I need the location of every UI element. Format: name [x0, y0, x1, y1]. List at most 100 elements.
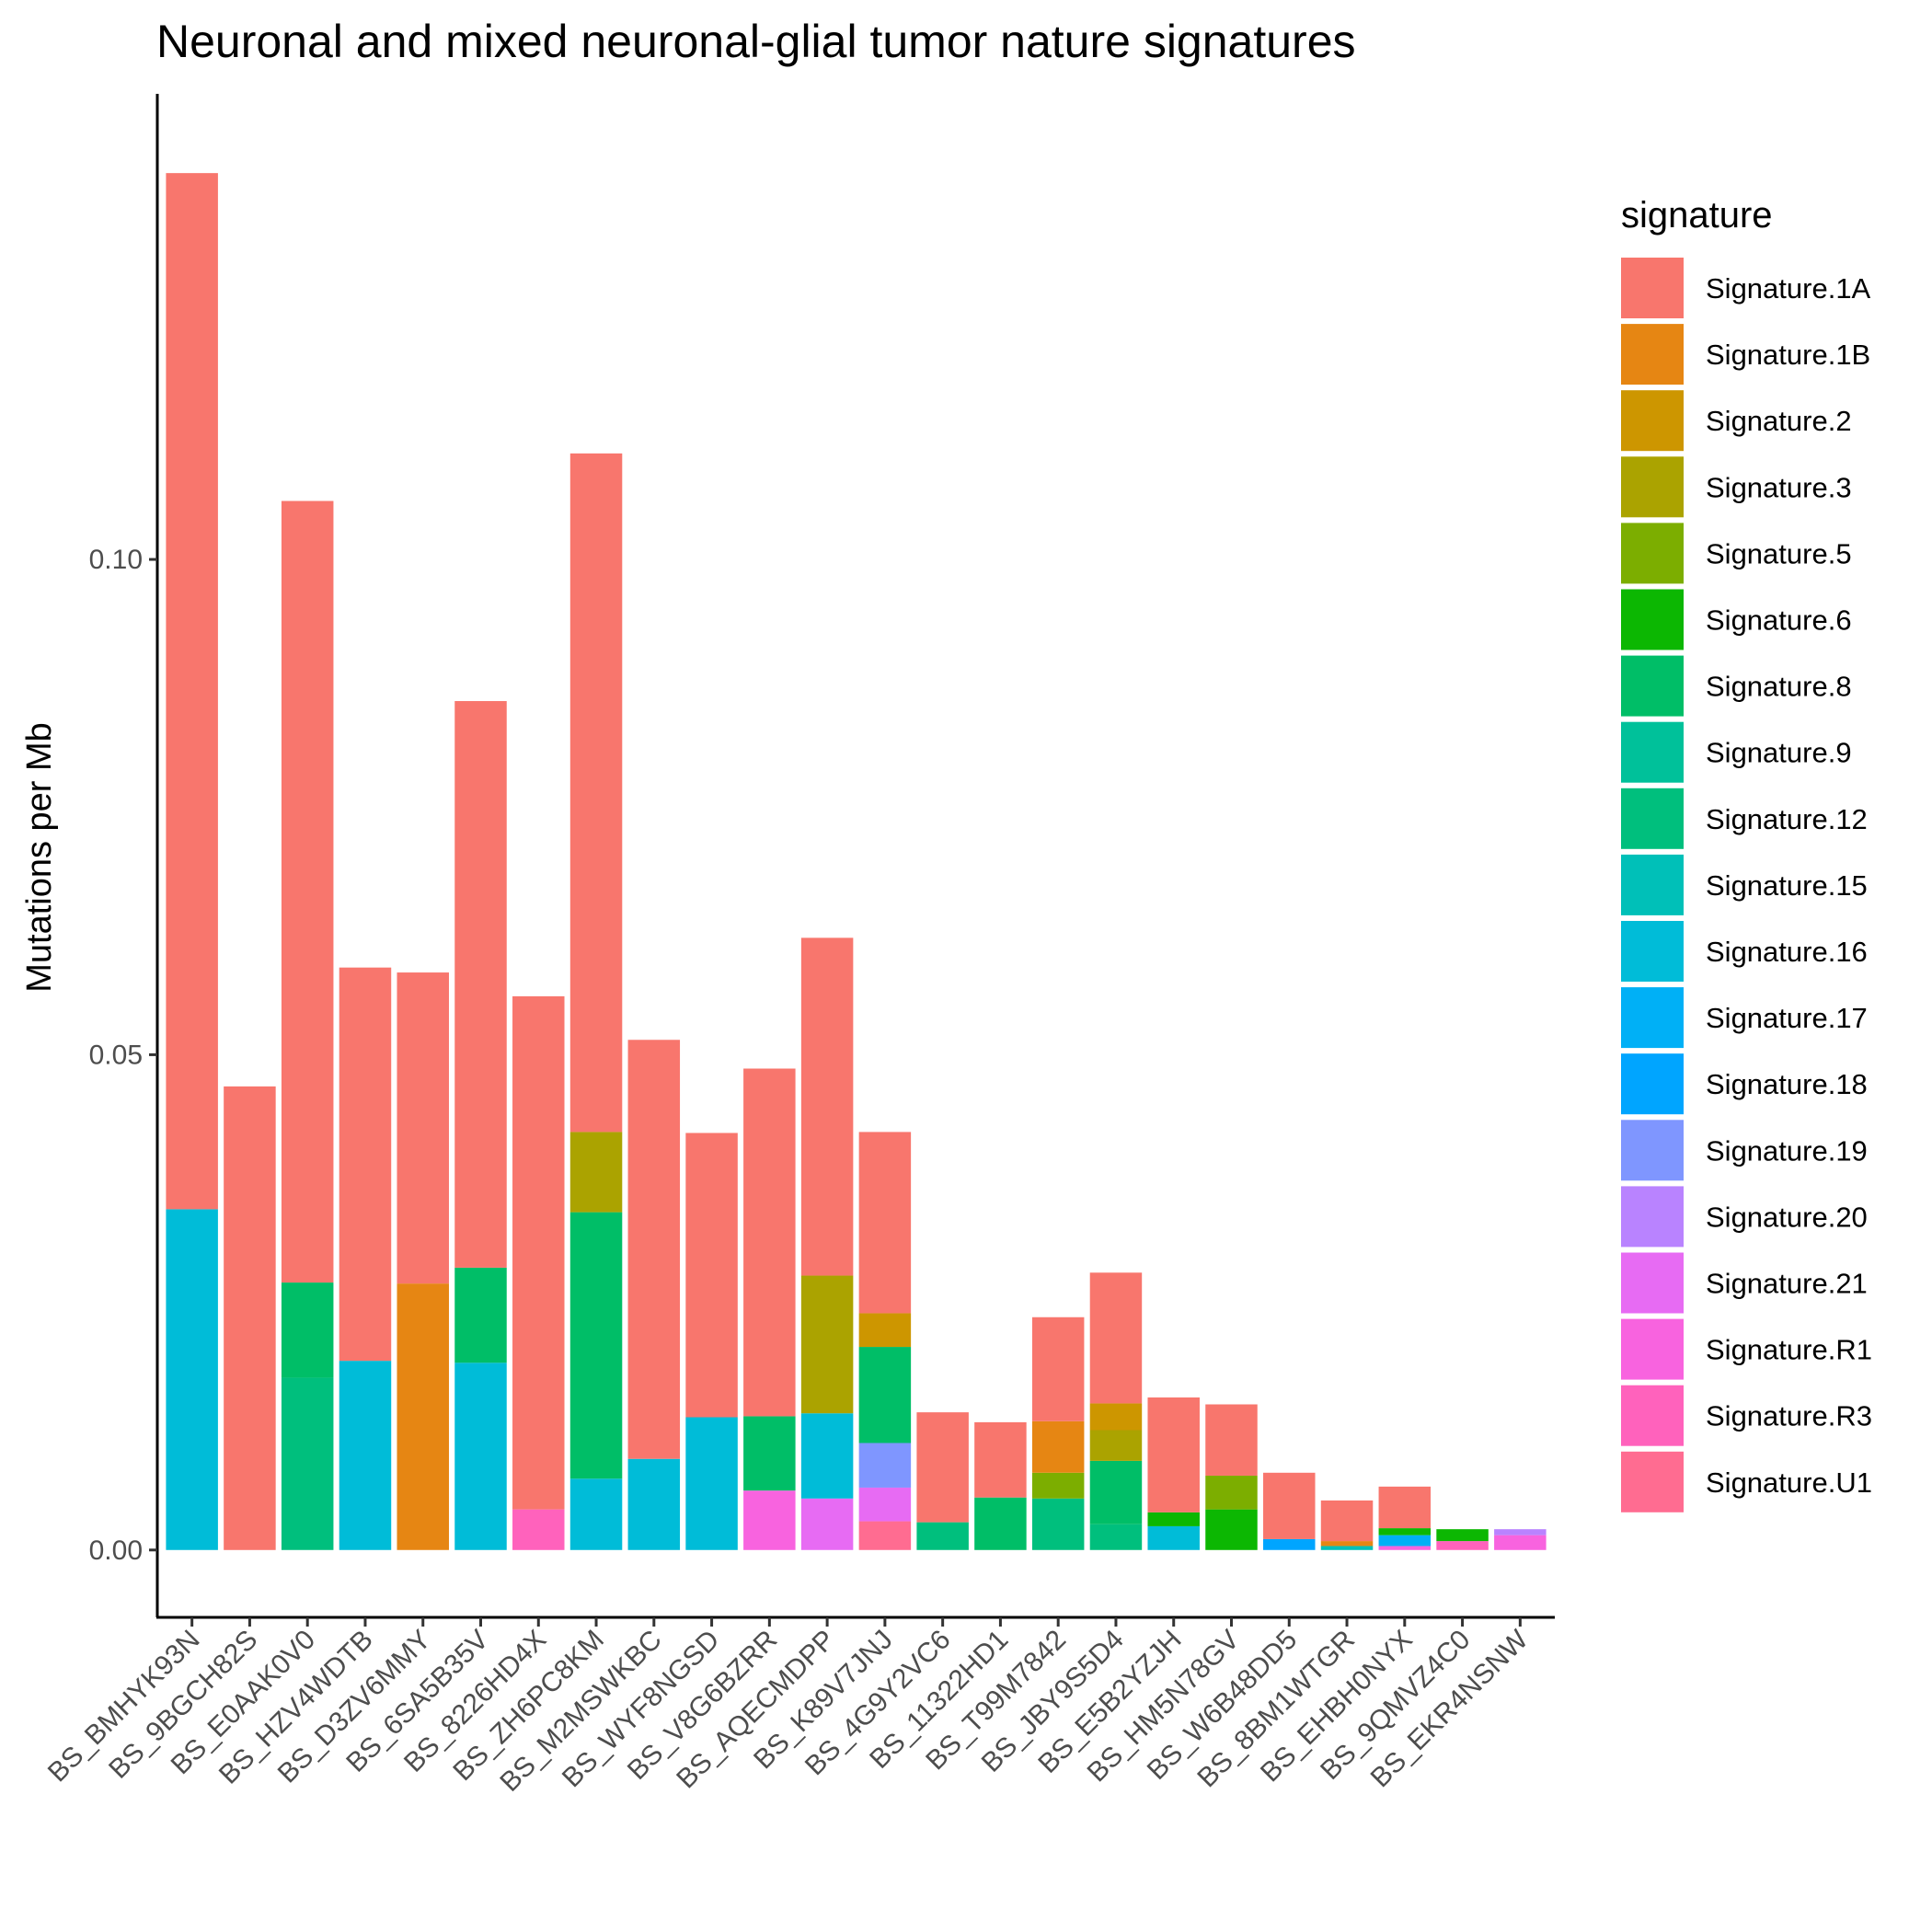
legend-label: Signature.6 — [1706, 604, 1852, 637]
bar-segment — [685, 1417, 738, 1550]
bar-segment — [1089, 1460, 1143, 1524]
legend-title: signature — [1621, 195, 1773, 236]
bar-segment — [339, 1361, 392, 1550]
bar-segment — [339, 967, 392, 1362]
bar-segment — [397, 972, 449, 1284]
legend-label: Signature.R1 — [1706, 1334, 1872, 1366]
bar-segment — [1147, 1525, 1200, 1550]
legend-label: Signature.R3 — [1706, 1400, 1872, 1432]
legend-key — [1621, 854, 1684, 915]
legend-key — [1621, 1318, 1684, 1380]
bar-segment — [1263, 1472, 1316, 1539]
bar-segment — [858, 1443, 912, 1488]
legend-key — [1621, 390, 1684, 452]
bar-segment — [1089, 1524, 1143, 1550]
bar-segment — [974, 1497, 1027, 1550]
legend-key — [1621, 1385, 1684, 1446]
bar-segment — [858, 1347, 912, 1443]
bar-segment — [858, 1521, 912, 1550]
legend-key — [1621, 655, 1684, 717]
y-tick-label: 0.10 — [89, 545, 143, 575]
bar-segment — [569, 1132, 623, 1213]
legend-key — [1621, 1186, 1684, 1248]
bar-segment — [916, 1522, 969, 1550]
bar-segment — [1494, 1529, 1547, 1535]
legend-label: Signature.17 — [1706, 1002, 1868, 1034]
bar-segment — [1436, 1541, 1489, 1550]
bar-segment — [627, 1458, 681, 1550]
bar-segment — [1320, 1546, 1374, 1550]
legend-key — [1621, 1252, 1684, 1314]
bar-segment — [512, 995, 565, 1510]
legend-key — [1621, 721, 1684, 783]
legend-key — [1621, 456, 1684, 518]
legend-label: Signature.1A — [1706, 272, 1871, 305]
y-tick-label: 0.05 — [89, 1040, 143, 1070]
legend-label: Signature.21 — [1706, 1268, 1868, 1300]
bar-segment — [569, 453, 623, 1133]
bar-segment — [1320, 1500, 1374, 1542]
bar-segment — [1031, 1472, 1085, 1499]
bar-segment — [1205, 1509, 1258, 1550]
bar-segment — [800, 1498, 854, 1550]
bar-segment — [1378, 1486, 1432, 1529]
legend-key — [1621, 523, 1684, 584]
legend-label: Signature.5 — [1706, 537, 1852, 569]
legend: Signature.1A Signature.1B Signature.2 Signa… — [1621, 258, 1872, 1512]
legend-key — [1621, 1120, 1684, 1181]
bar-segment — [569, 1478, 623, 1550]
bar-segment — [1089, 1430, 1143, 1461]
legend-key — [1621, 258, 1684, 318]
y-tick-label: 0.00 — [89, 1535, 143, 1566]
bar-segment — [1089, 1272, 1143, 1404]
legend-label: Signature.16 — [1706, 936, 1868, 968]
bar-segment — [1205, 1476, 1258, 1510]
bar-segment — [454, 1267, 507, 1363]
legend-label: Signature.1B — [1706, 339, 1870, 371]
legend-label: Signature.12 — [1706, 803, 1868, 835]
bars-group — [166, 173, 1547, 1550]
bar-segment — [916, 1412, 969, 1523]
x-axis-ticks: BS_BMHYK93NBS_9BGCH82SBS_E0AAK0V0BS_HZV4… — [42, 1617, 1535, 1798]
bar-segment — [858, 1132, 912, 1314]
legend-label: Signature.18 — [1706, 1068, 1868, 1100]
bar-segment — [743, 1416, 796, 1491]
legend-label: Signature.9 — [1706, 737, 1852, 769]
legend-key — [1621, 788, 1684, 849]
bar-segment — [1147, 1397, 1200, 1512]
bar-segment — [1378, 1535, 1432, 1547]
bar-segment — [397, 1283, 449, 1550]
bar-segment — [1494, 1535, 1547, 1550]
legend-label: Signature.15 — [1706, 869, 1868, 902]
bar-segment — [454, 701, 507, 1268]
bar-segment — [858, 1313, 912, 1348]
legend-label: Signature.8 — [1706, 671, 1852, 703]
bar-segment — [1089, 1403, 1143, 1431]
bar-segment — [1378, 1528, 1432, 1535]
bar-segment — [281, 500, 334, 1283]
bar-segment — [1031, 1317, 1085, 1421]
bar-segment — [743, 1490, 796, 1550]
bar-segment — [1320, 1541, 1374, 1547]
bar-segment — [281, 1377, 334, 1550]
bar-segment — [1263, 1538, 1316, 1550]
legend-key — [1621, 987, 1684, 1049]
legend-key — [1621, 589, 1684, 650]
bar-segment — [224, 1086, 276, 1550]
bar-segment — [800, 1275, 854, 1414]
bar-segment — [1205, 1404, 1258, 1477]
bar-segment — [569, 1212, 623, 1479]
bar-segment — [627, 1040, 681, 1459]
bar-segment — [512, 1509, 565, 1550]
bar-segment — [858, 1487, 912, 1522]
legend-label: Signature.3 — [1706, 471, 1852, 503]
legend-label: Signature.U1 — [1706, 1466, 1872, 1499]
bar-segment — [685, 1133, 738, 1418]
bar-segment — [1436, 1529, 1489, 1542]
bar-segment — [166, 1209, 218, 1550]
bar-segment — [1147, 1512, 1200, 1526]
bar-segment — [166, 173, 218, 1210]
y-axis-ticks: 0.00 0.05 0.10 — [89, 545, 157, 1566]
legend-key — [1621, 1451, 1684, 1512]
